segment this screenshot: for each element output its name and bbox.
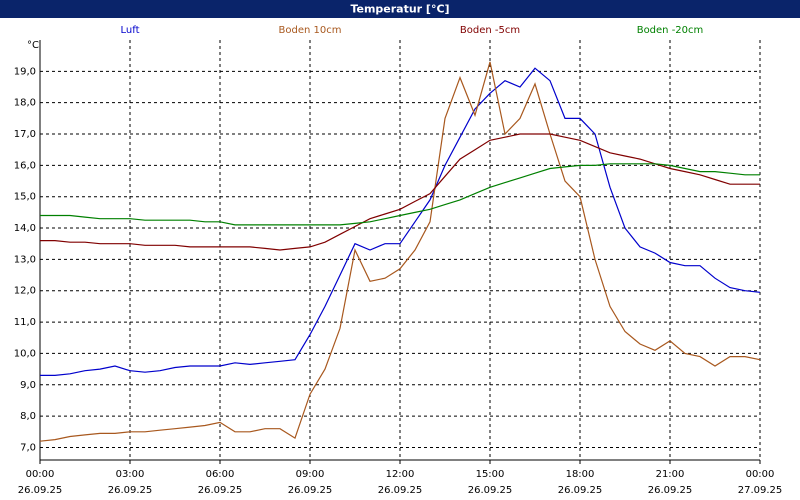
x-tick-date: 26.09.25 [198, 485, 243, 496]
y-tick-label: 19,0 [14, 66, 36, 77]
y-tick-label: 8,0 [20, 411, 36, 422]
y-tick-label: 14,0 [14, 223, 36, 234]
y-tick-label: 16,0 [14, 160, 36, 171]
line [39, 61, 761, 442]
x-tick-label: 00:00 [26, 469, 55, 480]
x-tick-label: 18:00 [566, 469, 595, 480]
legend-entry: Boden -5cm [460, 25, 520, 36]
x-tick-date: 26.09.25 [648, 485, 693, 496]
x-tick-label: 15:00 [476, 469, 505, 480]
x-tick-date: 27.09.25 [738, 485, 783, 496]
y-tick-label: 9,0 [20, 380, 36, 391]
y-tick-label: 13,0 [14, 254, 36, 265]
x-tick-date: 26.09.25 [108, 485, 153, 496]
line [40, 67, 761, 376]
x-tick-label: 03:00 [116, 469, 145, 480]
y-tick-label: 7,0 [20, 442, 36, 453]
x-tick-label: 06:00 [206, 469, 235, 480]
title-bar [0, 0, 800, 18]
y-tick-label: 18,0 [14, 98, 36, 109]
legend-entry: Luft [121, 25, 140, 36]
legend-entry: Boden 10cm [279, 25, 342, 36]
y-tick-label: 10,0 [14, 348, 36, 359]
y-axis-unit: °C [27, 40, 39, 51]
line [40, 163, 760, 226]
chart-title: Temperatur [°C] [350, 3, 449, 16]
x-tick-date: 26.09.25 [378, 485, 423, 496]
y-tick-label: 15,0 [14, 192, 36, 203]
x-tick-label: 09:00 [296, 469, 325, 480]
x-tick-date: 26.09.25 [288, 485, 333, 496]
x-tick-date: 26.09.25 [468, 485, 513, 496]
x-tick-label: 21:00 [656, 469, 685, 480]
y-tick-label: 12,0 [14, 286, 36, 297]
y-tick-label: 17,0 [14, 129, 36, 140]
x-tick-date: 26.09.25 [18, 485, 63, 496]
x-tick-date: 26.09.25 [558, 485, 603, 496]
x-tick-label: 00:00 [746, 469, 775, 480]
line [40, 133, 760, 251]
y-tick-label: 11,0 [14, 317, 36, 328]
legend-entry: Boden -20cm [637, 25, 704, 36]
x-tick-label: 12:00 [386, 469, 415, 480]
